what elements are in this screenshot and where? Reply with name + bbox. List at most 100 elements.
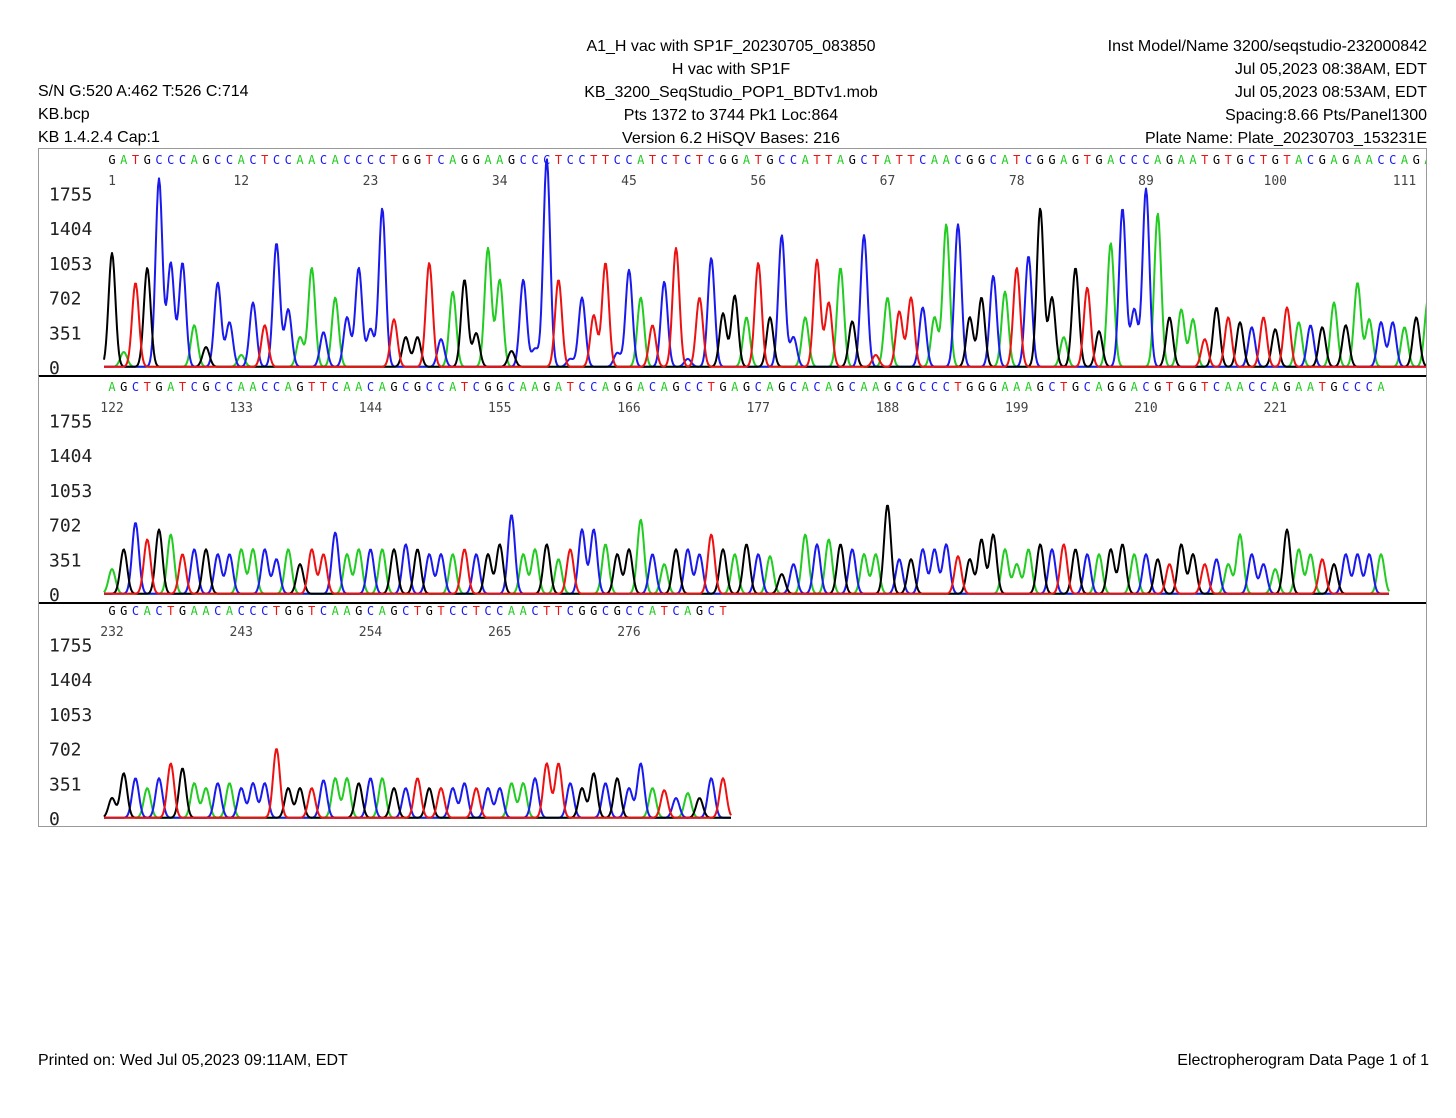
y-tick-label: 351 xyxy=(49,323,82,344)
position-label: 276 xyxy=(617,625,640,640)
electropherogram-panel-2: 1755 1404 1053 702 351 0 A G C T G A T C G C C A A C C A G T T C A… xyxy=(38,376,1427,604)
base-call: T xyxy=(1013,153,1020,167)
y-tick-label: 0 xyxy=(49,358,60,375)
base-call: C xyxy=(931,380,938,394)
base-call: A xyxy=(1154,153,1162,167)
base-call: C xyxy=(402,604,409,618)
y-tick-label: 0 xyxy=(49,585,60,602)
base-call: G xyxy=(614,380,621,394)
base-call: A xyxy=(191,604,199,618)
position-label: 177 xyxy=(747,401,770,416)
base-call: A xyxy=(1060,153,1068,167)
base-call: C xyxy=(343,153,350,167)
base-call: C xyxy=(684,153,691,167)
base-call: T xyxy=(261,153,268,167)
base-call: A xyxy=(731,380,739,394)
base-call: C xyxy=(167,153,174,167)
base-call: A xyxy=(931,153,939,167)
base-call: C xyxy=(696,380,703,394)
base-call: A xyxy=(144,604,152,618)
base-call: T xyxy=(473,604,480,618)
base-call: C xyxy=(496,604,503,618)
base-call: A xyxy=(1001,153,1009,167)
base-call: A xyxy=(484,153,492,167)
base-call: G xyxy=(1037,153,1044,167)
position-label: 243 xyxy=(230,625,253,640)
position-label: 23 xyxy=(363,174,379,189)
base-call: G xyxy=(778,380,785,394)
base-call: C xyxy=(919,380,926,394)
mobility-file: KB_3200_SeqStudio_POP1_BDTv1.mob xyxy=(584,84,878,101)
base-call: C xyxy=(531,153,538,167)
base-call: C xyxy=(437,153,444,167)
base-call: G xyxy=(719,153,726,167)
base-call: G xyxy=(696,604,703,618)
position-label: 210 xyxy=(1134,401,1157,416)
base-call: G xyxy=(978,153,985,167)
base-call: A xyxy=(555,380,563,394)
base-call: C xyxy=(214,380,221,394)
position-label: 34 xyxy=(492,174,508,189)
base-call: G xyxy=(1072,153,1079,167)
base-call: A xyxy=(1225,380,1233,394)
base-call: T xyxy=(308,380,315,394)
base-call: T xyxy=(1201,380,1208,394)
basecaller-file: KB.bcp xyxy=(38,106,90,123)
y-tick-label: 1755 xyxy=(49,184,92,205)
base-call: G xyxy=(837,380,844,394)
base-call: T xyxy=(590,153,597,167)
base-call: C xyxy=(379,153,386,167)
base-call: T xyxy=(555,153,562,167)
base-call: G xyxy=(978,380,985,394)
base-call: T xyxy=(414,604,421,618)
base-call: A xyxy=(649,604,657,618)
sample-signal-strength: S/N G:520 A:462 T:526 C:714 xyxy=(38,83,249,100)
base-call: T xyxy=(144,380,151,394)
base-call: C xyxy=(614,153,621,167)
electropherogram-panel-3: 1755 1404 1053 702 351 0 G G C A C T G A A C A C C C T G G T C A A… xyxy=(38,600,1427,827)
base-call: T xyxy=(555,604,562,618)
base-call: A xyxy=(238,153,246,167)
base-call: C xyxy=(437,380,444,394)
base-call: G xyxy=(285,604,292,618)
base-call: C xyxy=(132,380,139,394)
base-call: T xyxy=(132,153,139,167)
base-call: G xyxy=(496,380,503,394)
base-call: C xyxy=(155,604,162,618)
base-call: C xyxy=(261,380,268,394)
trace-T xyxy=(104,247,1426,368)
base-call: C xyxy=(943,380,950,394)
base-call: T xyxy=(1166,380,1173,394)
base-call: C xyxy=(1025,153,1032,167)
base-call: C xyxy=(590,380,597,394)
base-call: G xyxy=(1283,380,1290,394)
base-call: G xyxy=(1236,153,1243,167)
base-call: A xyxy=(449,153,457,167)
y-tick-label: 702 xyxy=(49,516,82,537)
base-call: C xyxy=(684,380,691,394)
base-call: A xyxy=(120,153,128,167)
base-call: C xyxy=(896,380,903,394)
base-call: C xyxy=(1260,380,1267,394)
sample-name: H vac with SP1F xyxy=(671,61,791,78)
base-call: T xyxy=(1084,153,1091,167)
trace-C xyxy=(104,158,1426,368)
base-call: A xyxy=(308,153,316,167)
base-call: C xyxy=(238,604,245,618)
base-call: A xyxy=(379,604,387,618)
base-call: C xyxy=(320,604,327,618)
base-call: A xyxy=(520,604,528,618)
base-call: A xyxy=(1095,380,1103,394)
base-call: G xyxy=(1095,153,1102,167)
base-call: A xyxy=(802,380,810,394)
base-call: C xyxy=(778,153,785,167)
base-call: C xyxy=(1377,153,1384,167)
y-tick-label: 351 xyxy=(49,774,82,795)
base-call: G xyxy=(120,380,127,394)
base-call: C xyxy=(1142,380,1149,394)
base-call: T xyxy=(872,153,879,167)
position-label: 89 xyxy=(1138,174,1154,189)
base-call: T xyxy=(1283,153,1290,167)
position-label: 1 xyxy=(108,174,116,189)
